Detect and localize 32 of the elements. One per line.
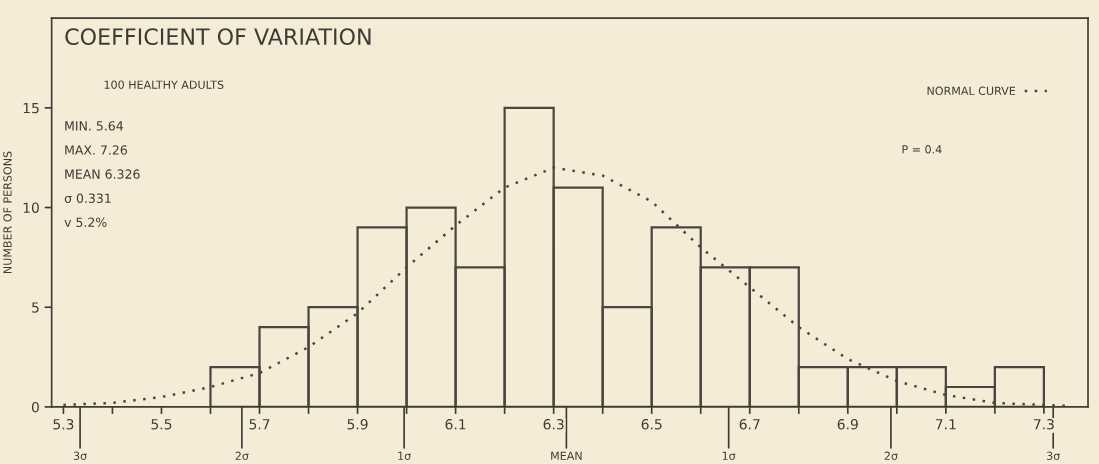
annotation: P = 0.4: [902, 145, 942, 154]
x-tick-label: 5.3: [53, 418, 74, 430]
annotation: 3σ: [73, 451, 87, 460]
y-tick-label: 10: [23, 202, 39, 213]
x-tick-label: 5.9: [347, 418, 368, 430]
x-tick-label: 6.7: [739, 418, 760, 430]
annotation: 2σ: [235, 451, 249, 460]
chart-title: COEFFICIENT OF VARIATION: [65, 28, 371, 46]
annotation: MAX. 7.26: [65, 145, 127, 155]
annotation: 3σ: [1046, 451, 1060, 460]
x-tick-label: 6.9: [837, 418, 858, 430]
x-tick-label: 5.7: [249, 419, 270, 430]
x-tick-label: 7.1: [935, 419, 956, 430]
y-tick-label: 15: [23, 102, 39, 114]
annotation: σ 0.331: [64, 193, 111, 203]
annotation: v 5.2%: [64, 217, 107, 228]
annotation: 1σ: [398, 451, 411, 460]
text: 100 HEALTHY ADULTS: [104, 80, 224, 89]
annotation: MIN. 5.64: [65, 121, 123, 131]
annotation: MEAN 6.326: [65, 169, 140, 179]
x-tick-label: 5.5: [151, 419, 172, 430]
x-tick-label: 6.1: [445, 418, 466, 430]
x-tick-label: 6.3: [543, 418, 564, 430]
y-tick-label: 5: [32, 302, 39, 313]
x-tick-label: 7.3: [1033, 418, 1054, 430]
legend-label: NORMAL CURVE: [927, 86, 1016, 96]
annotation: 1σ: [722, 451, 736, 460]
x-tick-label: 6.5: [641, 418, 662, 430]
annotation: 2σ: [884, 451, 898, 460]
y-tick-label: 0: [31, 401, 39, 413]
y-axis-title: NUMBER OF PERSONS: [3, 151, 12, 274]
annotation: MEAN: [551, 451, 582, 460]
